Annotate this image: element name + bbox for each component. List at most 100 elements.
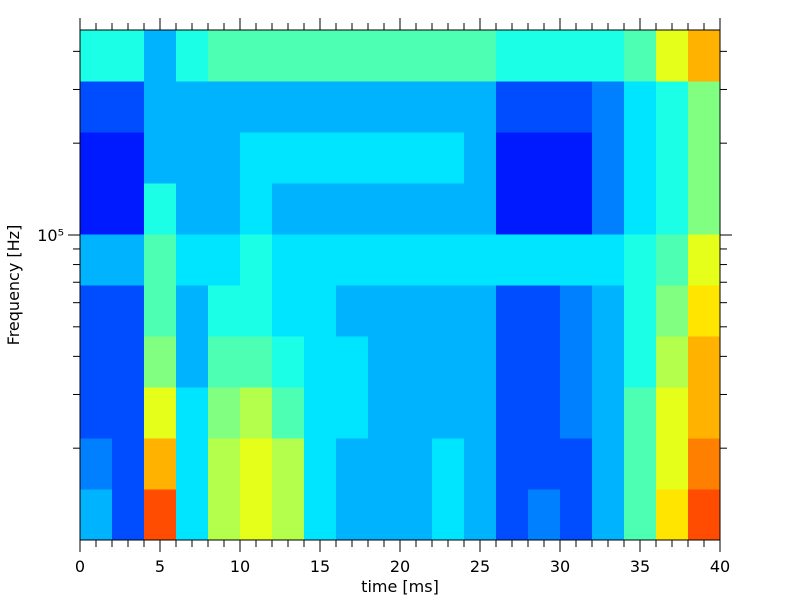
heatmap-cell: [176, 285, 209, 337]
x-tick-label: 0: [75, 557, 85, 576]
heatmap-cell: [272, 489, 305, 541]
heatmap-cell: [560, 81, 593, 133]
heatmap-cell: [272, 387, 305, 439]
heatmap-cell: [240, 489, 273, 541]
heatmap-cell: [624, 183, 657, 235]
heatmap-cell: [368, 387, 401, 439]
heatmap-cell: [688, 387, 721, 439]
heatmap-cell: [208, 438, 241, 490]
heatmap-cell: [528, 81, 561, 133]
heatmap-cell: [80, 387, 113, 439]
heatmap-cell: [560, 336, 593, 388]
heatmap-cell: [272, 81, 305, 133]
heatmap-cell: [496, 489, 529, 541]
y-axis-label: Frequency [Hz]: [4, 225, 23, 346]
heatmap-cell: [688, 81, 721, 133]
heatmap-cell: [336, 132, 369, 184]
heatmap-cell: [112, 489, 145, 541]
heatmap-cell: [528, 489, 561, 541]
heatmap-cell: [528, 336, 561, 388]
heatmap-cell: [336, 438, 369, 490]
heatmap-cell: [368, 336, 401, 388]
heatmap-cell: [624, 285, 657, 337]
heatmap-cell: [80, 336, 113, 388]
heatmap-cell: [432, 336, 465, 388]
heatmap-cell: [592, 234, 625, 286]
heatmap-cell: [240, 234, 273, 286]
heatmap-cell: [464, 489, 497, 541]
heatmap-cell: [304, 183, 337, 235]
heatmap-cell: [400, 30, 433, 82]
heatmap-cell: [304, 81, 337, 133]
heatmap-cell: [688, 285, 721, 337]
heatmap-cell: [144, 285, 177, 337]
heatmap-cell: [464, 132, 497, 184]
heatmap-cell: [304, 234, 337, 286]
x-tick-label: 35: [630, 557, 650, 576]
heatmap-cell: [240, 183, 273, 235]
heatmap-cell: [176, 387, 209, 439]
heatmap-cell: [208, 183, 241, 235]
heatmap-cell: [592, 438, 625, 490]
heatmap-cell: [112, 81, 145, 133]
heatmap-cell: [400, 336, 433, 388]
heatmap-cell: [336, 285, 369, 337]
heatmap-cell: [528, 387, 561, 439]
heatmap-cell: [528, 285, 561, 337]
heatmap-cell: [624, 336, 657, 388]
heatmap-cell: [208, 336, 241, 388]
heatmap-cell: [688, 489, 721, 541]
heatmap-cell: [272, 132, 305, 184]
heatmap-cell: [560, 438, 593, 490]
heatmap-cell: [112, 30, 145, 82]
heatmap-cell: [464, 81, 497, 133]
heatmap-cell: [496, 81, 529, 133]
heatmap-cell: [240, 132, 273, 184]
heatmap-cell: [656, 81, 689, 133]
heatmap-cell: [496, 438, 529, 490]
heatmap-cell: [528, 132, 561, 184]
heatmap-cell: [400, 489, 433, 541]
heatmap-cell: [496, 183, 529, 235]
heatmap-cell: [304, 336, 337, 388]
heatmap-cell: [560, 387, 593, 439]
heatmap-cell: [144, 30, 177, 82]
heatmap-cell: [560, 489, 593, 541]
heatmap-cell: [464, 285, 497, 337]
heatmap-cell: [496, 336, 529, 388]
heatmap-cell: [272, 183, 305, 235]
heatmap-cell: [144, 132, 177, 184]
heatmap-cell: [144, 387, 177, 439]
heatmap-cell: [272, 438, 305, 490]
heatmap-cell: [464, 183, 497, 235]
heatmap-cell: [368, 438, 401, 490]
heatmap-cell: [400, 234, 433, 286]
heatmap-cell: [144, 234, 177, 286]
heatmap-cell: [624, 234, 657, 286]
heatmap-cell: [80, 30, 113, 82]
heatmap-cell: [432, 489, 465, 541]
heatmap-cell: [560, 234, 593, 286]
heatmap-cell: [656, 489, 689, 541]
heatmap-cell: [80, 489, 113, 541]
heatmap-cell: [592, 336, 625, 388]
heatmap-cell: [656, 234, 689, 286]
heatmap-cell: [80, 132, 113, 184]
heatmap-cell: [176, 132, 209, 184]
heatmap-cell: [208, 81, 241, 133]
heatmap-cell: [112, 438, 145, 490]
x-tick-label: 20: [390, 557, 410, 576]
heatmap-cell: [240, 30, 273, 82]
heatmap-cell: [464, 387, 497, 439]
heatmap-cell: [208, 285, 241, 337]
heatmap-cell: [688, 30, 721, 82]
heatmap-cell: [368, 489, 401, 541]
heatmap-cell: [560, 285, 593, 337]
heatmap-cell: [112, 183, 145, 235]
heatmap-cell: [496, 30, 529, 82]
heatmap-cell: [208, 132, 241, 184]
heatmap-cell: [272, 336, 305, 388]
heatmap-cell: [208, 387, 241, 439]
heatmap-cell: [144, 183, 177, 235]
heatmap-cell: [336, 336, 369, 388]
